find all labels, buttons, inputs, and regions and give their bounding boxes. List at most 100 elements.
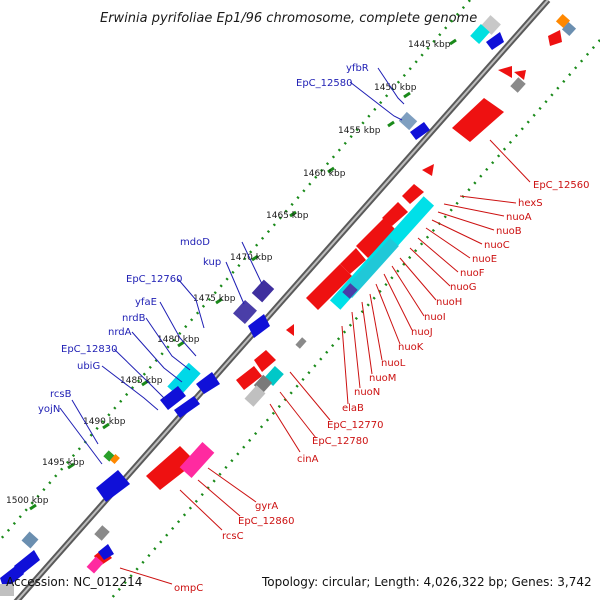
gene-label: nuoI — [424, 312, 446, 323]
leader-line — [131, 331, 183, 383]
feature-purple — [233, 299, 257, 325]
tick-label: 1470 kbp — [230, 253, 273, 263]
tick-label: 1485 kbp — [120, 376, 163, 386]
gene-label: nuoF — [460, 268, 485, 279]
tick-labels: 1445 kbp 1450 kbp 1455 kbp 1460 kbp 1465… — [6, 40, 451, 506]
tick-label: 1495 kbp — [42, 458, 85, 468]
leader-line — [113, 348, 167, 401]
tick-label: 1465 kbp — [266, 211, 309, 221]
feature-grey — [21, 531, 39, 549]
gene-label: EpC_12560 — [533, 180, 589, 191]
gene-label: nuoH — [436, 297, 462, 308]
feature-purple — [342, 283, 358, 299]
feature-reverse-arrow — [548, 30, 562, 46]
feature-grey — [398, 111, 418, 131]
gene-label: nuoC — [484, 240, 510, 251]
leader-line — [59, 407, 103, 465]
gene-label: kup — [203, 257, 221, 268]
gene-label: EpC_12580 — [296, 78, 352, 89]
tick-label: 1500 kbp — [6, 496, 49, 506]
feature-reverse-arrow — [422, 164, 434, 176]
major-ticks — [29, 38, 457, 511]
leader-line — [375, 283, 401, 345]
gene-label: nuoK — [398, 342, 424, 353]
feature-reverse-arrow — [236, 366, 262, 390]
gene-label: nuoE — [472, 254, 497, 265]
gene-label: EpC_12860 — [238, 516, 294, 527]
leader-line — [437, 211, 495, 231]
feature-forward-arrow — [248, 314, 270, 338]
gene-label: elaB — [342, 403, 364, 414]
feature-reverse-arrow — [306, 264, 352, 310]
feature-grey — [244, 385, 266, 407]
feature-grey — [94, 525, 110, 541]
tick-label: 1490 kbp — [83, 417, 126, 427]
leader-line — [279, 391, 317, 439]
feature-reverse-arrow — [254, 350, 276, 372]
feature-grey — [561, 21, 577, 37]
feature-forward-arrow — [96, 470, 130, 502]
leader-line — [177, 278, 205, 329]
tick-label: 1455 kbp — [338, 126, 381, 136]
leader-line — [341, 325, 349, 405]
leader-line — [145, 317, 191, 371]
leader-line — [409, 247, 451, 287]
feature-cyan — [470, 24, 490, 44]
map-title: Erwinia pyrifoliae Ep1/96 chromosome, co… — [100, 11, 477, 26]
leader-line — [159, 301, 197, 357]
leader-line — [443, 203, 505, 217]
leader-line — [459, 195, 517, 204]
leader-line — [431, 219, 483, 245]
leader-line — [377, 67, 405, 105]
gene-label: nrdB — [122, 313, 146, 324]
feature-forward-arrow — [410, 122, 430, 140]
reverse-strand-features — [86, 13, 577, 574]
feature-purple — [251, 279, 275, 303]
leader-line — [241, 241, 263, 285]
tick-label: 1450 kbp — [374, 83, 417, 93]
leader-line — [71, 399, 99, 445]
gene-label: hexS — [518, 198, 543, 209]
leader-line — [489, 139, 531, 183]
feature-reverse-arrow — [402, 184, 424, 204]
tick-label: 1460 kbp — [303, 169, 346, 179]
feature-reverse-arrow — [286, 324, 294, 336]
leader-line — [369, 293, 383, 361]
feature-reverse-arrow — [340, 248, 366, 274]
gene-label: nuoB — [496, 226, 522, 237]
feature-cyan — [343, 237, 399, 299]
feature-forward-arrow — [160, 386, 186, 410]
feature-reverse-arrow — [356, 218, 396, 258]
leader-line — [399, 257, 437, 301]
gene-label: nrdA — [108, 327, 132, 338]
feature-pink — [86, 556, 104, 574]
leader-line — [349, 81, 403, 121]
feature-orange — [110, 454, 120, 464]
feature-forward-arrow — [174, 396, 200, 418]
tick-label: 1445 kbp — [408, 40, 451, 50]
feature-reverse-arrow — [514, 70, 526, 80]
forward-strand-features — [0, 15, 504, 596]
leader-line — [351, 311, 361, 389]
backbone — [13, 0, 551, 600]
feature-reverse-arrow — [452, 98, 504, 142]
gene-label: gyrA — [255, 501, 278, 512]
leader-line — [101, 365, 159, 411]
gene-label: nuoM — [369, 373, 396, 384]
leader-line — [417, 237, 459, 273]
feature-pink — [179, 442, 215, 478]
gene-label: nuoN — [354, 387, 380, 398]
feature-reverse-arrow — [382, 202, 408, 226]
accession-text: Accession: NC_012214 — [6, 575, 142, 589]
gene-label: ubiG — [77, 361, 100, 372]
gene-label: ompC — [174, 583, 203, 594]
feature-forward-arrow — [196, 372, 220, 394]
leader-line — [361, 301, 373, 375]
leader-line — [119, 567, 173, 585]
leader-line — [425, 227, 471, 259]
feature-reverse-arrow — [498, 66, 512, 78]
tick-ring-inner — [109, 39, 600, 600]
gene-label: mdoD — [180, 237, 210, 248]
right-labels: EpC_12560 hexS nuoA nuoB nuoC nuoE nuoF … — [119, 139, 589, 594]
